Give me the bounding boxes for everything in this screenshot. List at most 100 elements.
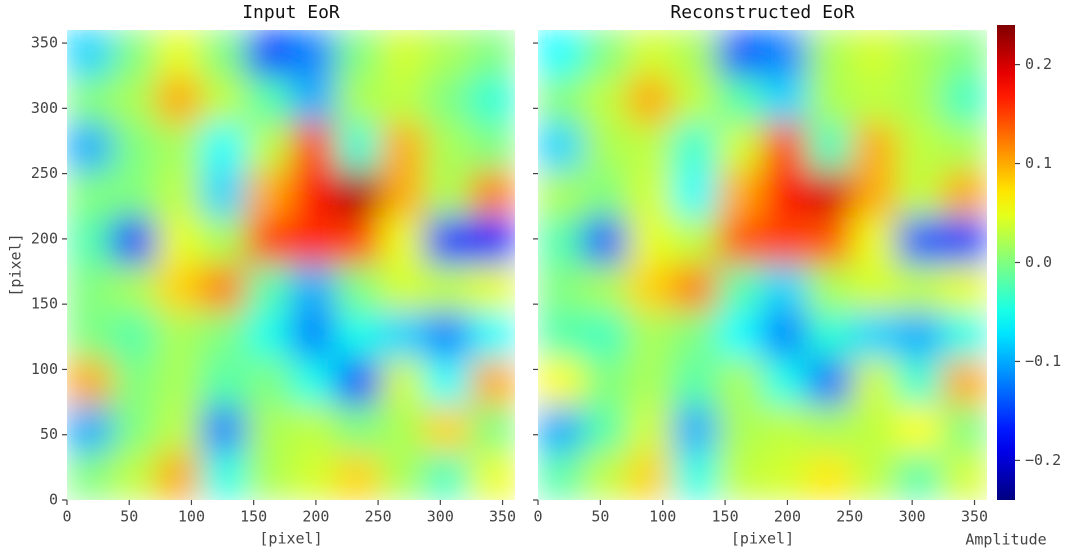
heatmap-cell <box>538 30 584 78</box>
heatmap-cell <box>290 264 337 313</box>
heatmap-cell <box>717 217 763 266</box>
heatmap-cell <box>290 123 337 172</box>
heatmap-cell <box>469 217 515 266</box>
heatmap-cell <box>672 30 719 78</box>
heatmap-cell <box>806 170 853 219</box>
heatmap-cell <box>290 358 337 407</box>
heatmap-cell <box>851 170 898 219</box>
heatmap-cell <box>469 358 515 407</box>
x-tick-label: 250 <box>836 508 863 526</box>
heatmap-cell <box>335 452 382 500</box>
heatmap-cell <box>380 30 426 78</box>
heatmap-cell <box>67 405 113 454</box>
heatmap-cell <box>67 358 113 407</box>
x-tick-label: 350 <box>489 508 516 526</box>
heatmap <box>67 30 515 500</box>
heatmap-cell <box>245 76 292 125</box>
y-tick-label: 200 <box>31 229 58 247</box>
heatmap-cell <box>200 30 247 78</box>
heatmap-cell <box>582 76 629 125</box>
heatmap-cell <box>806 358 853 407</box>
heatmap-cell <box>717 76 763 125</box>
heatmap-cell <box>762 358 808 407</box>
heatmap-cell <box>582 452 629 500</box>
heatmap-cell <box>67 452 113 500</box>
heatmap-cells <box>538 30 987 500</box>
heatmap-cell <box>67 217 113 266</box>
heatmap-cell <box>941 405 987 454</box>
heatmap-cell <box>672 311 719 360</box>
colorbar-tick-label: −0.1 <box>1025 352 1061 370</box>
heatmap-cell <box>67 30 113 78</box>
heatmap-cell <box>111 264 158 313</box>
heatmap-cell <box>111 30 158 78</box>
colorbar-tick-label: 0.0 <box>1025 253 1052 271</box>
x-tick-label: 50 <box>591 508 609 526</box>
heatmap-cell <box>672 170 719 219</box>
heatmap-cell <box>806 30 853 78</box>
y-tick-label: 350 <box>31 34 58 52</box>
heatmap-cell <box>67 76 113 125</box>
heatmap-cell <box>762 170 808 219</box>
x-tick-label: 300 <box>427 508 454 526</box>
heatmap-cell <box>111 170 158 219</box>
heatmap-cell <box>627 217 674 266</box>
heatmap-cell <box>335 311 382 360</box>
heatmap-cell <box>806 311 853 360</box>
heatmap-cell <box>380 311 426 360</box>
heatmap-cell <box>67 264 113 313</box>
heatmap-cell <box>335 123 382 172</box>
heatmap-cell <box>582 217 629 266</box>
heatmap-cell <box>245 358 292 407</box>
heatmap-cell <box>672 76 719 125</box>
heatmap-cell <box>896 452 943 500</box>
heatmap-cell <box>380 217 426 266</box>
heatmap <box>538 30 987 500</box>
heatmap-cell <box>335 358 382 407</box>
heatmap-cell <box>851 311 898 360</box>
heatmap-cell <box>627 123 674 172</box>
heatmap-cell <box>941 76 987 125</box>
heatmap-cell <box>851 264 898 313</box>
heatmap-cell <box>290 30 337 78</box>
heatmap-cell <box>424 170 471 219</box>
heatmap-cell <box>290 170 337 219</box>
heatmap-cell <box>469 264 515 313</box>
heatmap-cell <box>627 30 674 78</box>
heatmap-cell <box>111 452 158 500</box>
colorbar-label: Amplitude <box>965 531 1046 549</box>
heatmap-cell <box>762 76 808 125</box>
heatmap-cell <box>290 452 337 500</box>
colorbar <box>997 25 1015 500</box>
x-tick-label: 250 <box>365 508 392 526</box>
heatmap-cell <box>245 30 292 78</box>
heatmap-cell <box>335 405 382 454</box>
heatmap-cell <box>156 123 202 172</box>
heatmap-cell <box>424 452 471 500</box>
chart-title: Input EoR <box>242 2 340 23</box>
heatmap-cell <box>111 76 158 125</box>
heatmap-cell <box>335 170 382 219</box>
heatmap-cell <box>806 76 853 125</box>
heatmap-cell <box>941 264 987 313</box>
heatmap-cell <box>538 217 584 266</box>
heatmap-cell <box>941 358 987 407</box>
heatmap-cell <box>717 452 763 500</box>
heatmap-cell <box>469 311 515 360</box>
heatmap-cell <box>200 264 247 313</box>
colorbar-tick-label: 0.2 <box>1025 55 1052 73</box>
heatmap-cell <box>941 311 987 360</box>
heatmap-cell <box>200 170 247 219</box>
heatmap-cell <box>424 358 471 407</box>
heatmap-cell <box>156 405 202 454</box>
heatmap-cell <box>717 358 763 407</box>
x-tick-label: 200 <box>302 508 329 526</box>
heatmap-cell <box>627 311 674 360</box>
heatmap-cell <box>896 76 943 125</box>
heatmap-cell <box>469 123 515 172</box>
heatmap-cell <box>762 30 808 78</box>
heatmap-cell <box>245 123 292 172</box>
heatmap-cell <box>538 311 584 360</box>
x-tick-label: 300 <box>899 508 926 526</box>
